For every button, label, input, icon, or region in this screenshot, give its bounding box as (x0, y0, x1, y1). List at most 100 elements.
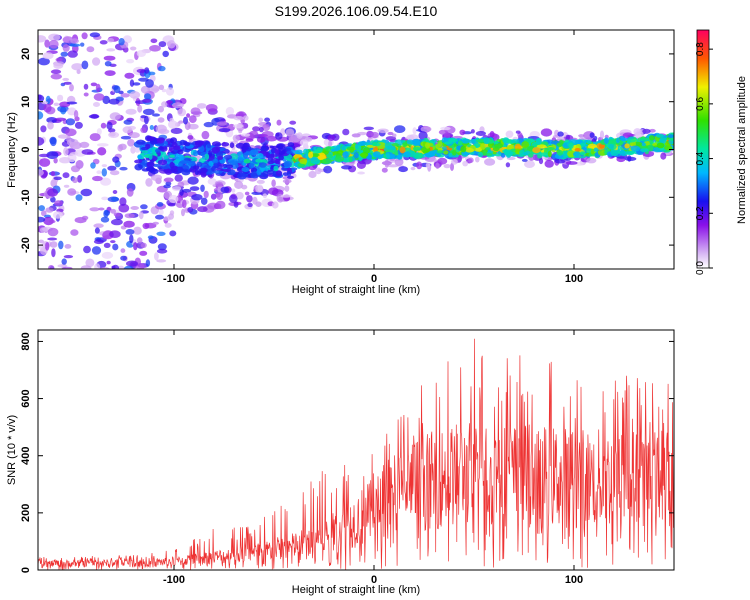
spectrogram-noise-cell (67, 50, 78, 58)
spectrogram-ridge-cell (452, 149, 457, 156)
spectrogram-noise-cell (63, 255, 74, 259)
spectrogram-noise-cell (107, 38, 115, 43)
spectrogram-noise-cell (308, 170, 317, 179)
spectrogram-noise-cell (172, 186, 182, 191)
spectrogram-noise-cell (357, 171, 365, 175)
spectrogram-ridge-cell (213, 170, 223, 175)
spectrogram-noise-cell (43, 103, 52, 113)
spectrogram-noise-cell (119, 166, 128, 171)
spectrogram-noise-cell (129, 132, 140, 139)
spectrogram-noise-cell (187, 135, 194, 140)
spectrogram-ridge-cell (223, 154, 233, 160)
spectrogram-ridge-cell (203, 165, 211, 169)
spectrogram-ridge-cell (623, 151, 631, 155)
spectrogram-x-tick-label: 100 (565, 273, 583, 285)
spectrogram-noise-cell (62, 266, 73, 269)
spectrogram-ridge-cell (146, 136, 155, 141)
spectrogram-noise-cell (163, 177, 174, 183)
spectrogram-noise-cell (83, 83, 89, 90)
spectrogram-ridge-cell (164, 169, 173, 175)
spectrogram-ridge-cell (474, 147, 483, 152)
spectrogram-noise-cell (103, 242, 111, 248)
spectrogram-noise-cell (81, 60, 89, 70)
spectrogram-noise-cell (256, 136, 266, 143)
spectrogram-noise-cell (599, 130, 605, 139)
spectrogram-noise-cell (118, 265, 124, 269)
spectrogram-ridge-cell (574, 147, 581, 152)
spectrogram-ridge-cell (243, 152, 248, 159)
spectrogram-noise-cell (62, 172, 70, 179)
spectrogram-noise-cell (133, 226, 142, 235)
spectrogram-ridge-cell (169, 154, 175, 158)
spectrogram-noise-cell (282, 179, 292, 184)
spectrogram-noise-cell (70, 38, 79, 44)
spectrogram-noise-cell (89, 133, 101, 142)
colorbar-tick-label: 0.8 (695, 42, 706, 56)
spectrogram-noise-cell (93, 93, 105, 101)
spectrogram-ridge-cell (326, 153, 333, 159)
spectrogram-noise-cell (112, 156, 120, 163)
spectrogram-noise-cell (257, 133, 268, 138)
spectrogram-noise-cell (80, 188, 93, 197)
spectrogram-noise-cell (120, 135, 132, 140)
spectrogram-noise-cell (108, 98, 120, 105)
spectrogram-ridge-cell (299, 158, 308, 164)
spectrogram-noise-cell (296, 132, 303, 139)
spectrogram-noise-cell (200, 197, 208, 205)
spectrogram-noise-cell (132, 82, 141, 86)
spectrogram-y-tick-label: 20 (20, 48, 32, 60)
spectrogram-noise-cell (538, 158, 544, 165)
spectrogram-ridge-cell (580, 142, 586, 148)
spectrogram-ridge-cell (322, 158, 332, 164)
spectrogram-noise-cell (163, 184, 171, 189)
snr-x-tick-label: 100 (565, 574, 583, 586)
spectrogram-noise-cell (53, 62, 64, 69)
spectrogram-ridge-cell (567, 150, 576, 158)
spectrogram-ridge-cell (334, 156, 345, 162)
spectrogram-ridge-cell (546, 147, 555, 150)
spectrogram-ridge-cell (278, 155, 284, 161)
spectrogram-noise-cell (271, 201, 279, 209)
spectrogram-ridge-cell (148, 153, 153, 160)
spectrogram-noise-cell (190, 107, 201, 115)
spectrogram-noise-cell (381, 167, 388, 173)
spectrogram-ridge-cell (171, 142, 178, 148)
spectrogram-noise-cell (120, 93, 130, 98)
spectrogram-noise-cell (93, 223, 104, 228)
spectrogram-noise-cell (205, 104, 218, 112)
spectrogram-noise-cell (437, 157, 448, 165)
spectrogram-noise-cell (172, 102, 184, 109)
spectrogram-ridge-cell (258, 162, 267, 168)
spectrogram-noise-cell (81, 32, 88, 40)
spectrogram-noise-cell (167, 202, 176, 207)
spectrogram-noise-cell (126, 59, 135, 64)
spectrogram-noise-cell (57, 264, 68, 268)
spectrogram-noise-cell (93, 102, 100, 107)
spectrogram-ridge-cell (539, 152, 549, 157)
spectrogram-noise-cell (235, 191, 244, 200)
spectrogram-ridge-cell (141, 150, 148, 154)
spectrogram-noise-cell (515, 130, 521, 134)
spectrogram-ridge-cell (229, 142, 235, 149)
spectrogram-noise-cell (158, 65, 166, 72)
spectrogram-noise-cell (177, 181, 185, 187)
spectrogram-noise-cell (170, 127, 183, 134)
spectrogram-ridge-cell (354, 152, 359, 159)
spectrogram-ridge-cell (177, 149, 184, 155)
spectrogram-noise-cell (91, 246, 102, 255)
spectrogram-ridge-cell (597, 148, 607, 156)
spectrogram-ridge-cell (493, 140, 499, 145)
spectrogram-ridge-cell (349, 147, 355, 153)
spectrogram-ridge-cell (248, 162, 255, 169)
snr-y-tick-label: 200 (20, 504, 32, 522)
spectrogram-ridge-cell (256, 169, 262, 176)
spectrogram-noise-cell (276, 119, 282, 126)
colorbar: 0.0 0.2 0.4 0.6 0.8 Normalized spectral ampl… (695, 29, 748, 275)
spectrogram-noise-cell (61, 258, 67, 265)
spectrogram-noise-cell (122, 126, 133, 134)
spectrogram-noise-cell (565, 161, 578, 165)
spectrogram-noise-cell (100, 177, 112, 186)
spectrogram-ridge-cell (536, 138, 542, 145)
spectrogram-ridge-cell (590, 148, 595, 155)
spectrogram-noise-cell (218, 128, 231, 133)
